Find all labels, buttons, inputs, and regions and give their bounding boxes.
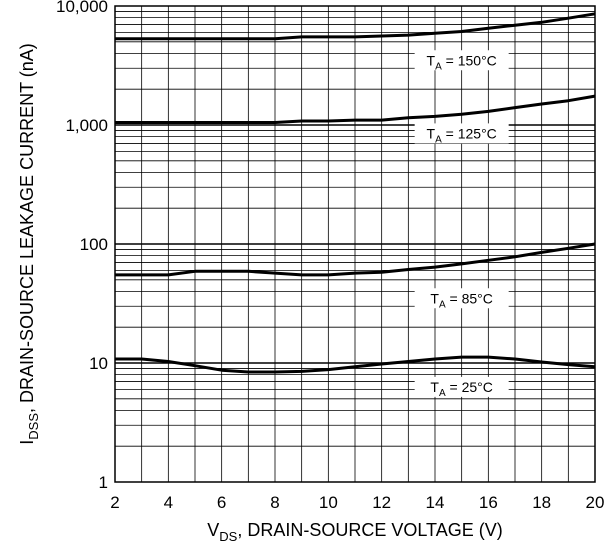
- y-tick-label: 10: [89, 354, 108, 373]
- x-tick-label: 4: [164, 493, 173, 512]
- y-tick-label: 1,000: [65, 116, 108, 135]
- series-label-bg: [414, 288, 509, 309]
- grid: [115, 6, 595, 482]
- y-tick-label: 10,000: [56, 0, 108, 16]
- y-axis-label: IDSS, DRAIN-SOURCE LEAKAGE CURRENT (nA): [17, 43, 41, 444]
- series-label: TA = 85°C: [430, 290, 492, 310]
- x-tick-labels: 2 4 6 8 10 12 14 16 18 20: [110, 493, 604, 512]
- series-line-3: [115, 355, 596, 374]
- x-tick-label: 14: [426, 493, 445, 512]
- series-label-bg: [414, 376, 509, 397]
- y-tick-label: 100: [80, 235, 108, 254]
- y-tick-labels: 1 10 100 1,000 10,000: [56, 0, 108, 492]
- x-tick-label: 10: [319, 493, 338, 512]
- y-tick-label: 1: [99, 473, 108, 492]
- series-line-1: [115, 94, 596, 124]
- x-tick-label: 8: [270, 493, 279, 512]
- series-label: TA = 150°C: [427, 52, 497, 72]
- series-lines: [115, 12, 596, 374]
- x-tick-label: 20: [586, 493, 605, 512]
- x-tick-label: 18: [532, 493, 551, 512]
- x-tick-label: 12: [372, 493, 391, 512]
- series-label-bg: [414, 123, 509, 144]
- x-tick-label: 6: [217, 493, 226, 512]
- plot-frame: [114, 5, 596, 483]
- series-label: TA = 125°C: [427, 125, 497, 145]
- series-label-bg: [414, 50, 509, 71]
- series-line-2: [115, 242, 596, 277]
- series-line-0: [115, 12, 596, 41]
- series-label: TA = 25°C: [430, 379, 492, 399]
- x-axis-label: VDS, DRAIN-SOURCE VOLTAGE (V): [207, 520, 502, 544]
- x-tick-label: 2: [110, 493, 119, 512]
- series-labels: TA = 150°C TA = 125°C TA = 85°C TA = 25°C: [414, 50, 509, 399]
- x-tick-label: 16: [479, 493, 498, 512]
